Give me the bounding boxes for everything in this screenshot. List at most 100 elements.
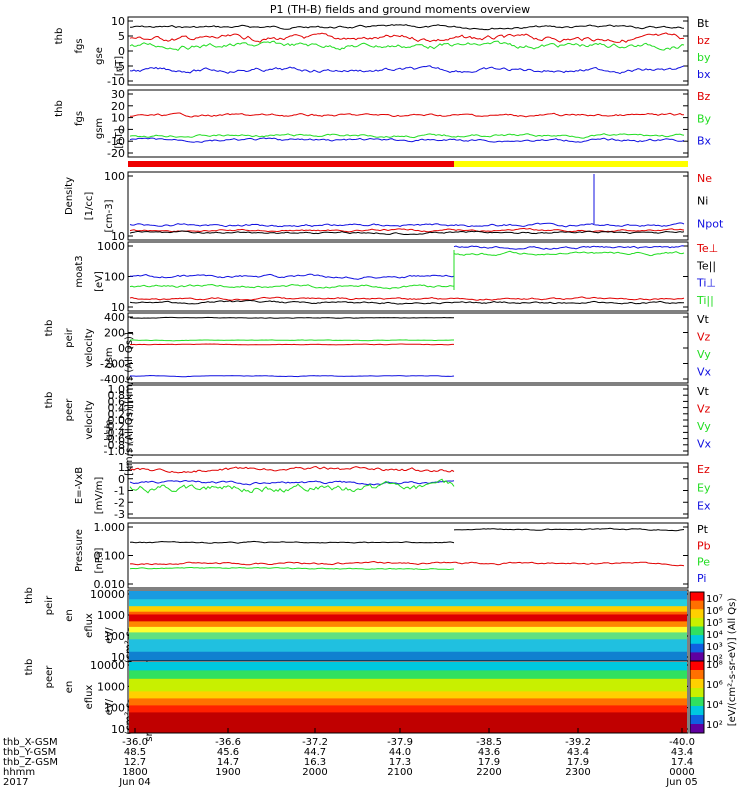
- y-axis-label: [nT]: [114, 128, 125, 148]
- trace-vy: [129, 339, 454, 342]
- y-tick-label: -3: [114, 508, 125, 521]
- y-axis-label: eV/: [104, 627, 115, 644]
- legend-Ey: Ey: [697, 481, 711, 494]
- colorbar-tick-label: 10⁴: [706, 630, 723, 641]
- y-tick-label: 30: [111, 88, 125, 101]
- colorbar-segment: [690, 626, 704, 636]
- colorbar-segment: [690, 697, 704, 707]
- trace-Bx: [129, 137, 685, 143]
- y-axis-label: peir: [64, 327, 75, 347]
- x-tick-label: -37.2: [302, 737, 328, 748]
- x-tick-label: 2300: [565, 767, 590, 778]
- y-tick-label: -20: [107, 147, 125, 160]
- bottom-row-label: thb_Z-GSM: [3, 757, 58, 768]
- trace-tiperp-after: [453, 245, 685, 250]
- panel-frame: [127, 171, 689, 241]
- x-tick-label: 2000: [302, 767, 327, 778]
- trace-tiperp: [129, 273, 455, 280]
- x-tick-label: 43.4: [671, 747, 693, 758]
- spectrogram-band: [129, 705, 687, 713]
- y-tick-label: -10: [107, 75, 125, 88]
- colorbar-segment: [690, 643, 704, 653]
- y-tick-label: 200: [104, 327, 125, 340]
- y-tick-label: -0.8: [104, 439, 125, 452]
- y-tick-label: 100: [104, 271, 125, 284]
- x-tick-label: 17.9: [567, 757, 589, 768]
- y-tick-label: -0.6: [104, 433, 125, 446]
- y-tick-label: 10: [111, 15, 125, 28]
- spectrogram-band: [129, 639, 687, 653]
- y-tick-label: -200: [100, 358, 125, 371]
- x-tick-label: -40.0: [669, 737, 695, 748]
- spectrogram-ions: [129, 591, 687, 661]
- trace-npot: [129, 222, 685, 228]
- y-axis-label: Density: [64, 177, 75, 215]
- y-axis-label: gsm: [94, 118, 105, 139]
- y-tick-label: 100: [104, 630, 125, 643]
- legend-Bz: Bz: [697, 90, 711, 103]
- colorbar-tick-label: 10³: [706, 642, 723, 653]
- panel-8: 1.000 0.100 0.010 Pressure [nPa] Pt Pb Pe Pi: [74, 521, 711, 591]
- y-tick-label: 100: [104, 170, 125, 183]
- colorbar-tick-label: 10²: [706, 720, 723, 731]
- colorbar-tick-label: 10⁵: [706, 618, 723, 629]
- panel-frame: [127, 312, 689, 384]
- x-tick-label: 12.7: [124, 757, 146, 768]
- y-tick-label: 0.8: [108, 389, 126, 402]
- trace-vt: [129, 316, 454, 319]
- x-tick-label: 14.7: [217, 757, 239, 768]
- x-tick-label: Jun 04: [118, 777, 151, 788]
- legend-Ex: Ex: [697, 500, 711, 513]
- x-tick-label: 43.6: [478, 747, 500, 758]
- colorbar-segment: [690, 661, 704, 671]
- colorbar-frame: [689, 660, 705, 734]
- y-tick-label: 1.0: [108, 383, 126, 396]
- colorbar-segment: [690, 706, 704, 716]
- legend-Ez: Ez: [697, 463, 710, 476]
- y-tick-label: 0: [118, 123, 125, 136]
- y-tick-label: 400: [104, 311, 125, 324]
- spectrogram-band: [129, 632, 687, 640]
- x-tick-label: 45.6: [217, 747, 239, 758]
- trace-bt: [129, 24, 685, 31]
- y-axis-label: velocity: [84, 328, 95, 367]
- y-tick-label: 1.000: [94, 521, 126, 534]
- trace-bz: [129, 32, 684, 43]
- colorbar-segment: [690, 635, 704, 645]
- y-tick-label: 1: [118, 461, 125, 474]
- y-axis-label: en: [64, 609, 75, 622]
- spectrogram-band: [129, 691, 687, 699]
- trace-ey: [129, 478, 455, 494]
- y-tick-label: 0.4: [108, 402, 126, 415]
- y-axis-label: gsm: [104, 347, 115, 368]
- y-tick-label: 5: [118, 30, 125, 43]
- y-tick-label: 0.6: [108, 395, 126, 408]
- x-tick-label: -39.2: [565, 737, 591, 748]
- figure-title: P1 (TH-B) fields and ground moments over…: [270, 3, 530, 16]
- legend-Pe: Pe: [697, 556, 710, 569]
- trace-pt: [129, 540, 455, 544]
- trace-ex: [129, 479, 455, 486]
- y-axis-label: thb: [44, 320, 55, 337]
- legend-Pb: Pb: [697, 539, 711, 552]
- legend-Vt: Vt: [697, 313, 710, 326]
- colorbar-segment: [690, 715, 704, 725]
- trace-vx: [129, 374, 455, 378]
- y-axis-label: [mV/m]: [94, 477, 105, 515]
- y-tick-label: -5: [114, 60, 125, 73]
- y-axis-label: thb: [24, 659, 35, 676]
- y-axis-label: thb: [24, 587, 35, 604]
- y-axis-label: [nT]: [114, 56, 125, 76]
- legend-Ni: Ni: [697, 195, 708, 208]
- trace-teperp: [129, 296, 685, 301]
- trace-tipar: [129, 283, 455, 290]
- legend-by: by: [697, 51, 711, 64]
- y-tick-label: 0: [118, 45, 125, 58]
- y-axis-label: moat3: [74, 255, 85, 287]
- x-tick-label: 1900: [215, 767, 240, 778]
- y-axis-label: E=-VxB: [74, 467, 85, 504]
- legend-Ti||: Ti||: [696, 294, 714, 307]
